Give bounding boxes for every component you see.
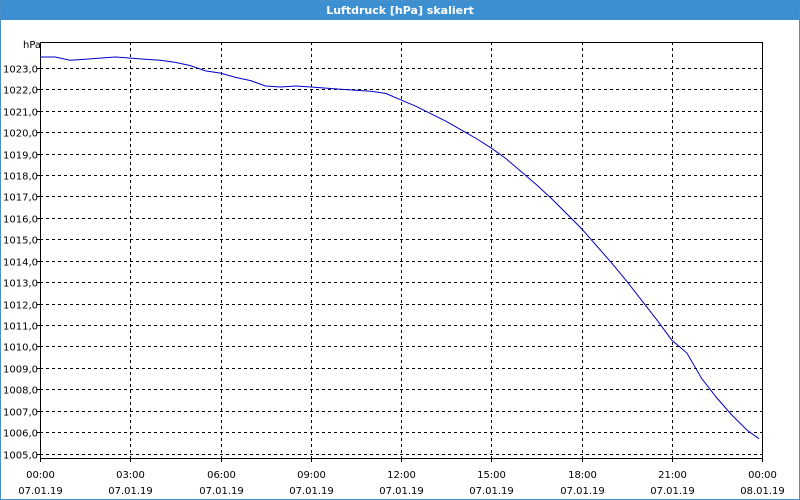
y-tick-label: 1015,0 bbox=[3, 236, 38, 247]
y-tick-label: 1021,0 bbox=[3, 108, 38, 119]
y-tick-label: 1013,0 bbox=[3, 279, 38, 290]
x-tick-date-label: 07.01.19 bbox=[108, 486, 153, 497]
y-tick-label: 1012,0 bbox=[3, 301, 38, 312]
x-tick-time-label: 09:00 bbox=[297, 470, 326, 481]
series-line bbox=[40, 56, 760, 440]
x-tick-date-label: 08.01.19 bbox=[740, 486, 785, 497]
y-tick-label: 1019,0 bbox=[3, 151, 38, 162]
y-tick-label: 1007,0 bbox=[3, 408, 38, 419]
x-tick-time-label: 12:00 bbox=[387, 470, 416, 481]
x-tick-time-label: 00:00 bbox=[748, 470, 777, 481]
series-lines bbox=[40, 56, 760, 440]
y-tick-label: 1016,0 bbox=[3, 215, 38, 226]
x-tick-date-label: 07.01.19 bbox=[469, 486, 514, 497]
x-tick-date-label: 07.01.19 bbox=[199, 486, 244, 497]
y-axis-unit-label: hPa bbox=[23, 40, 41, 51]
y-tick-label: 1014,0 bbox=[3, 258, 38, 269]
x-tick-time-label: 00:00 bbox=[26, 470, 55, 481]
y-tick-label: 1018,0 bbox=[3, 172, 38, 183]
x-tick-time-label: 21:00 bbox=[658, 470, 687, 481]
y-tick-label: 1023,0 bbox=[3, 65, 38, 76]
y-tick-label: 1006,0 bbox=[3, 429, 38, 440]
y-tick-label: 1020,0 bbox=[3, 129, 38, 140]
x-tick-date-label: 07.01.19 bbox=[560, 486, 605, 497]
x-axis-ticks: 00:00 07.01.19 03:00 07.01.19 06:00 07.01.19 0… bbox=[18, 458, 785, 497]
x-tick-date-label: 07.01.19 bbox=[379, 486, 424, 497]
y-tick-label: 1009,0 bbox=[3, 365, 38, 376]
x-tick-date-label: 07.01.19 bbox=[18, 486, 63, 497]
x-tick-date-label: 07.01.19 bbox=[650, 486, 695, 497]
x-tick-time-label: 03:00 bbox=[116, 470, 145, 481]
x-tick-time-label: 18:00 bbox=[568, 470, 597, 481]
line-chart: hPa 1005,0 1006,0 1007,0 1008,0 1009,0 1010,0… bbox=[3, 40, 785, 497]
window-title: Luftdruck [hPa] skaliert bbox=[1, 1, 799, 20]
x-tick-time-label: 06:00 bbox=[207, 470, 236, 481]
x-tick-date-label: 07.01.19 bbox=[289, 486, 334, 497]
y-tick-label: 1008,0 bbox=[3, 386, 38, 397]
grid-lines bbox=[40, 42, 762, 458]
x-tick-time-label: 15:00 bbox=[477, 470, 506, 481]
y-tick-label: 1011,0 bbox=[3, 322, 38, 333]
y-tick-label: 1022,0 bbox=[3, 86, 38, 97]
y-tick-label: 1005,0 bbox=[3, 451, 38, 462]
y-axis-ticks: 1005,0 1006,0 1007,0 1008,0 1009,0 1010,0 1011… bbox=[3, 65, 40, 462]
y-tick-label: 1017,0 bbox=[3, 193, 38, 204]
y-tick-label: 1010,0 bbox=[3, 343, 38, 354]
